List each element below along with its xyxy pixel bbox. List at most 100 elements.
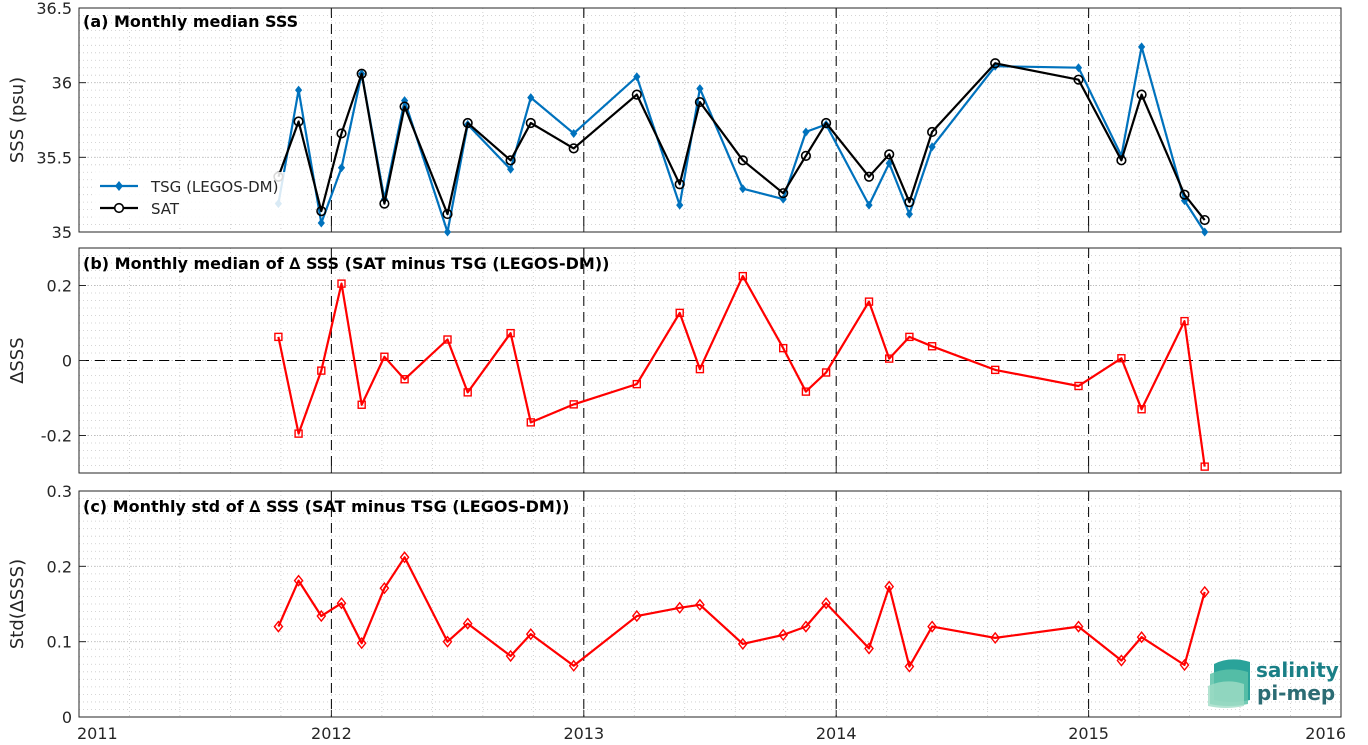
legend-item-sat: SAT — [100, 200, 180, 218]
data-point — [1199, 585, 1210, 599]
data-point — [1179, 189, 1190, 200]
data-point — [506, 328, 515, 338]
data-point — [633, 72, 641, 82]
legend-marker-sat — [113, 202, 125, 214]
data-point — [676, 200, 684, 210]
series-line — [273, 551, 1210, 673]
panel-b: -0.2 0 0.2 ∆SSS (b) Monthly median of ∆ SSS … — [7, 247, 1342, 474]
y-tick-label: 36 — [52, 74, 72, 93]
data-point — [1136, 89, 1147, 100]
data-point — [316, 609, 327, 623]
data-point — [1138, 42, 1146, 52]
data-point — [337, 163, 346, 173]
data-point — [863, 171, 875, 182]
data-point — [505, 649, 516, 663]
data-point — [674, 601, 685, 614]
data-point — [738, 271, 748, 281]
series-line — [277, 275, 1206, 467]
data-point — [1180, 316, 1189, 326]
axes-box — [78, 7, 1342, 233]
data-point — [380, 352, 389, 361]
x-tick-label: 2013 — [563, 724, 604, 743]
data-point — [864, 297, 874, 306]
data-point — [927, 342, 937, 351]
data-point — [317, 218, 325, 228]
x-tick-label: 2014 — [816, 724, 857, 743]
data-point — [356, 68, 367, 79]
data-point — [273, 620, 284, 633]
data-point — [527, 93, 535, 103]
panel-c: 0 0.1 0.2 0.3 2011 2012 2013 2014 2015 2016 Std(∆S… — [7, 482, 1346, 743]
data-point — [927, 126, 938, 138]
y-tick-label: 0.3 — [47, 482, 72, 501]
data-point — [990, 58, 1001, 69]
y-tick-label: 0.1 — [47, 633, 72, 652]
data-point — [336, 597, 347, 610]
data-point — [778, 343, 788, 353]
data-point — [400, 375, 409, 384]
x-tick-label: 2012 — [311, 724, 352, 743]
panel-title: (a) Monthly median SSS — [83, 12, 298, 31]
data-point — [442, 635, 453, 648]
y-axis-label: ∆SSS — [7, 337, 28, 384]
y-axis-label: SSS (psu) — [7, 77, 28, 163]
logo-emblem-icon — [1208, 659, 1250, 708]
data-point — [885, 158, 893, 168]
x-tick-label: 2016 — [1305, 724, 1346, 743]
data-point — [1074, 381, 1083, 391]
x-tick-label: 2011 — [77, 724, 118, 743]
data-point — [1137, 405, 1146, 414]
data-point — [357, 400, 366, 409]
data-point — [928, 142, 936, 152]
data-point — [568, 143, 579, 154]
data-point — [443, 335, 452, 344]
legend-label-sat: SAT — [151, 200, 180, 218]
data-point — [904, 197, 915, 208]
data-point — [905, 332, 914, 342]
data-point — [317, 366, 326, 375]
data-point — [991, 365, 1000, 375]
data-point — [865, 200, 873, 210]
data-point — [294, 85, 303, 95]
y-tick-label: 0 — [62, 708, 72, 727]
y-tick-label: 35 — [52, 223, 72, 242]
panel-title: (c) Monthly std of ∆ SSS (SAT minus TSG … — [83, 497, 569, 516]
data-point — [821, 368, 831, 377]
data-point — [293, 574, 304, 587]
data-point — [399, 551, 410, 564]
data-point — [1136, 631, 1147, 644]
data-point — [1073, 74, 1084, 85]
data-point — [1201, 227, 1209, 237]
data-point — [821, 117, 832, 129]
legend-marker-tsg — [115, 181, 123, 191]
data-point — [1073, 620, 1084, 633]
y-tick-label: 0.2 — [47, 277, 72, 296]
data-point — [568, 659, 579, 672]
data-point — [356, 637, 367, 650]
logo-line2: pi-mep — [1257, 681, 1335, 705]
data-point — [570, 128, 578, 138]
data-point — [990, 631, 1001, 645]
data-point — [1074, 63, 1083, 73]
data-point — [696, 84, 704, 94]
legend: TSG (LEGOS-DM) SAT — [92, 172, 306, 223]
y-tick-label: 0.2 — [47, 557, 72, 576]
data-point — [1199, 214, 1210, 226]
data-point — [443, 227, 452, 237]
data-point — [885, 354, 894, 363]
y-tick-label: 35.5 — [36, 148, 72, 167]
series-line — [277, 556, 1206, 668]
data-point — [1117, 354, 1126, 363]
data-point — [274, 332, 283, 342]
data-point — [316, 205, 327, 217]
data-point — [379, 198, 390, 209]
y-axis-label: Std(∆SSS) — [7, 559, 28, 649]
data-point — [778, 188, 789, 199]
data-point — [293, 116, 304, 127]
data-point — [675, 308, 684, 318]
y-tick-label: -0.2 — [41, 427, 72, 446]
logo-line1: salinity — [1256, 658, 1339, 682]
data-point — [904, 660, 915, 673]
data-point — [336, 128, 347, 139]
y-tick-label: 36.5 — [36, 0, 72, 18]
